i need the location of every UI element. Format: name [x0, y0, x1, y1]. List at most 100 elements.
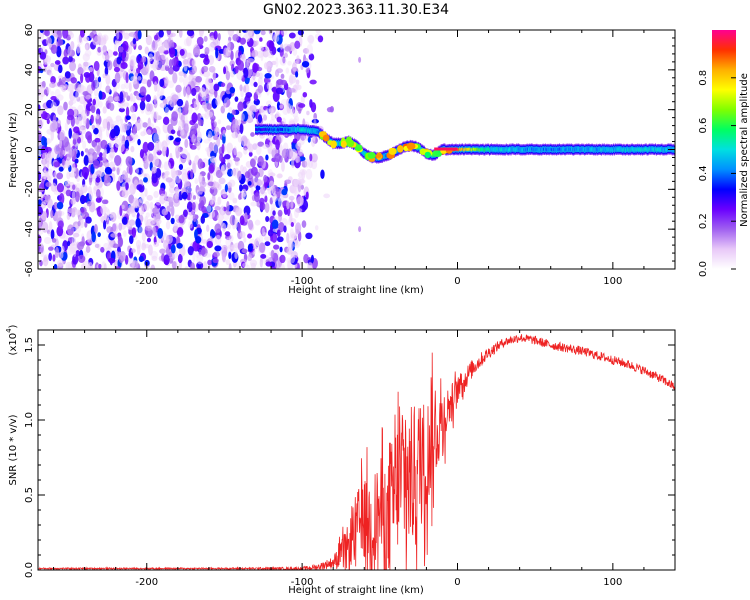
track-segment: [632, 148, 634, 152]
track-segment: [594, 147, 596, 151]
noise-blob: [158, 162, 162, 169]
noise-blob: [141, 169, 145, 176]
noise-blob: [310, 254, 314, 264]
noise-blob: [131, 227, 137, 238]
noise-blob: [224, 231, 231, 237]
noise-blob: [199, 53, 206, 59]
noise-blob: [59, 251, 64, 259]
track-segment: [471, 148, 473, 152]
noise-blob: [98, 90, 103, 100]
track-segment: [591, 147, 593, 151]
track-peak: [434, 147, 458, 151]
track-segment: [600, 148, 602, 152]
noise-blob: [229, 234, 234, 243]
noise-blob: [215, 97, 220, 106]
noise-blob: [119, 250, 126, 262]
noise-blob: [153, 34, 159, 41]
noise-blob: [142, 141, 149, 154]
noise-blob: [207, 111, 214, 118]
noise-blob: [127, 187, 133, 195]
noise-blob: [250, 186, 254, 196]
track-segment: [522, 148, 524, 152]
track-segment: [307, 129, 309, 133]
noise-blob: [82, 53, 90, 62]
track-segment: [469, 147, 471, 151]
noise-blob: [293, 115, 300, 123]
noise-blob: [80, 73, 84, 84]
track-segment: [525, 148, 527, 152]
noise-blob: [168, 157, 175, 169]
track-segment: [298, 128, 300, 132]
track-segment: [523, 148, 525, 152]
track-segment: [663, 148, 665, 152]
noise-blob: [221, 244, 228, 252]
noise-blob: [152, 60, 158, 69]
snr-panel: -200 -100 0 100 0.0 0.5 1.0 1.5 Height of strai…: [5, 324, 676, 596]
track-segment: [560, 148, 562, 152]
noise-blob: [168, 39, 175, 50]
track-hotspot: [354, 144, 363, 151]
noise-blob: [132, 96, 136, 103]
snr-axes: -200 -100 0 100 0.0 0.5 1.0 1.5: [24, 329, 676, 588]
colorbar-tick-label: 0.2: [698, 213, 709, 229]
noise-blob: [138, 226, 144, 235]
chart-title: GN02.2023.363.11.30.E34: [262, 2, 450, 18]
noise-blob: [244, 171, 251, 179]
noise-blob: [151, 166, 157, 174]
noise-blob: [163, 161, 168, 171]
track-segment: [508, 148, 510, 152]
noise-blob: [207, 95, 212, 104]
noise-blob: [41, 178, 45, 189]
noise-blob: [144, 187, 148, 197]
noise-blob: [146, 237, 152, 243]
noise-blob: [256, 179, 263, 187]
noise-blob: [62, 56, 70, 65]
noise-blob: [64, 71, 71, 79]
noise-blob: [187, 186, 193, 194]
noise-blob: [208, 42, 216, 52]
noise-blob: [39, 109, 44, 115]
noise-blob: [42, 159, 46, 167]
noise-blob: [122, 40, 129, 52]
noise-blob: [38, 206, 43, 216]
noise-blob: [116, 180, 121, 191]
noise-blob: [189, 192, 195, 202]
noise-blob: [119, 205, 123, 217]
noise-blob: [108, 212, 116, 218]
y-tick-label: -40: [24, 221, 35, 237]
noise-blob: [213, 251, 220, 258]
track-segment: [264, 128, 266, 132]
noise-blob: [305, 232, 313, 240]
noise-blob: [279, 57, 287, 66]
noise-blob: [70, 77, 78, 84]
noise-blob: [121, 204, 125, 210]
track-segment: [306, 128, 308, 132]
noise-blob: [112, 243, 119, 249]
noise-blob: [85, 216, 92, 224]
track-segment: [598, 147, 600, 151]
noise-blob: [250, 158, 256, 168]
noise-blob: [46, 99, 54, 109]
track-segment: [457, 148, 459, 152]
noise-blob: [43, 236, 52, 245]
colorbar-label: Normalized spectral amplitude: [739, 73, 750, 227]
noise-blob: [228, 263, 232, 269]
track-segment: [605, 148, 607, 152]
noise-blob: [290, 257, 298, 265]
noise-blob: [70, 198, 76, 205]
track-segment: [294, 127, 296, 131]
noise-blob: [259, 186, 266, 195]
noise-blob: [67, 224, 75, 236]
noise-blob: [115, 266, 121, 269]
noise-blob: [229, 70, 235, 78]
noise-blob: [128, 225, 133, 231]
noise-blob: [286, 232, 290, 244]
noise-blob: [297, 148, 304, 156]
noise-blob: [267, 229, 274, 237]
noise-blob: [265, 154, 269, 161]
noise-blob: [121, 189, 129, 199]
track-segment: [490, 147, 492, 151]
y-tick-label: -60: [24, 261, 35, 277]
track-segment: [538, 148, 540, 152]
